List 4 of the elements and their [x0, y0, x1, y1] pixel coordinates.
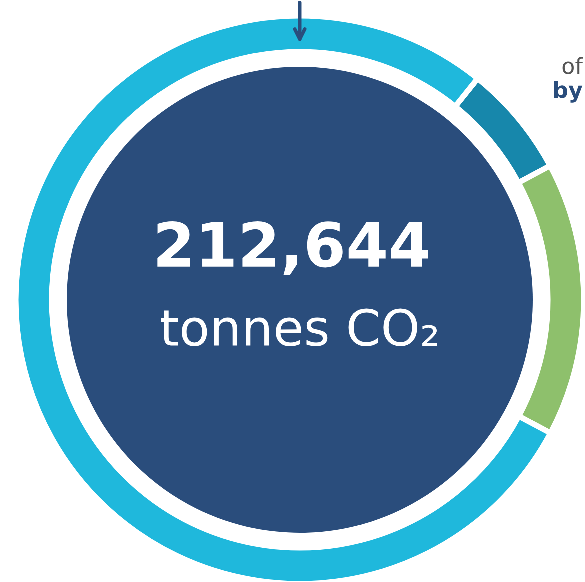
text: 212,644	[158, 222, 428, 276]
text: of	[562, 57, 584, 74]
text: tonnes CO₂	[161, 308, 438, 347]
text: by	[554, 81, 583, 103]
